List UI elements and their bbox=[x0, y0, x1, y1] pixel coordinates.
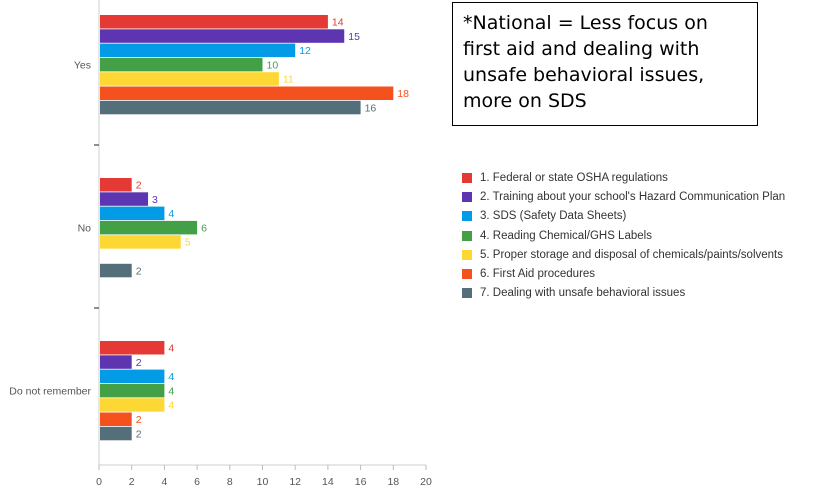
bar-yes-series-3 bbox=[100, 43, 296, 58]
data-label-do-not-remember-series-1: 4 bbox=[168, 343, 174, 355]
bar-yes-series-4 bbox=[100, 57, 263, 72]
chart-legend: 1. Federal or state OSHA regulations 2. T… bbox=[462, 168, 785, 303]
legend-label-4: 4. Reading Chemical/GHS Labels bbox=[480, 229, 652, 242]
data-label-no-series-7: 2 bbox=[136, 265, 142, 277]
legend-item-1: 1. Federal or state OSHA regulations bbox=[462, 168, 785, 187]
legend-item-4: 4. Reading Chemical/GHS Labels bbox=[462, 226, 785, 245]
legend-label-5: 5. Proper storage and disposal of chemic… bbox=[480, 248, 783, 261]
bar-yes-series-1 bbox=[100, 15, 328, 29]
bar-yes-series-6 bbox=[100, 86, 394, 100]
data-label-yes-series-7: 16 bbox=[365, 102, 377, 114]
bar-do-not-remember-series-1 bbox=[100, 341, 165, 355]
data-label-do-not-remember-series-4: 4 bbox=[168, 385, 174, 397]
legend-swatch-2 bbox=[462, 191, 472, 202]
legend-label-3: 3. SDS (Safety Data Sheets) bbox=[480, 210, 627, 223]
legend-swatch-5 bbox=[462, 249, 472, 260]
x-tick-label-6: 6 bbox=[194, 476, 200, 488]
data-label-no-series-3: 4 bbox=[168, 208, 174, 220]
data-label-no-series-4: 6 bbox=[201, 222, 207, 234]
bar-no-series-7 bbox=[100, 263, 132, 278]
data-label-no-series-5: 5 bbox=[185, 237, 191, 249]
x-tick-label-8: 8 bbox=[227, 476, 233, 488]
legend-swatch-6 bbox=[462, 269, 472, 280]
x-tick-label-14: 14 bbox=[322, 476, 334, 488]
bar-yes-series-2 bbox=[100, 29, 345, 43]
x-tick-label-2: 2 bbox=[129, 476, 135, 488]
bar-no-series-1 bbox=[100, 178, 132, 192]
legend-item-5: 5. Proper storage and disposal of chemic… bbox=[462, 245, 785, 264]
x-tick-label-16: 16 bbox=[355, 476, 367, 488]
legend-swatch-7 bbox=[462, 288, 472, 299]
national-note-box: *National = Less focus on first aid and … bbox=[452, 2, 758, 126]
legend-label-6: 6. First Aid procedures bbox=[480, 268, 596, 281]
legend-item-6: 6. First Aid procedures bbox=[462, 264, 785, 283]
data-label-yes-series-5: 11 bbox=[283, 74, 294, 86]
bar-no-series-3 bbox=[100, 206, 165, 221]
bar-yes-series-7 bbox=[100, 100, 361, 115]
legend-item-7: 7. Dealing with unsafe behavioral issues bbox=[462, 284, 785, 303]
data-label-do-not-remember-series-2: 2 bbox=[136, 357, 142, 369]
data-label-do-not-remember-series-5: 4 bbox=[168, 400, 174, 412]
data-label-yes-series-3: 12 bbox=[299, 45, 311, 57]
x-tick-label-12: 12 bbox=[289, 476, 301, 488]
legend-swatch-1 bbox=[462, 172, 472, 183]
bar-no-series-5 bbox=[100, 235, 181, 249]
data-label-no-series-1: 2 bbox=[136, 180, 142, 192]
data-label-do-not-remember-series-3: 4 bbox=[168, 371, 174, 383]
legend-label-2: 2. Training about your school's Hazard C… bbox=[480, 190, 786, 203]
legend-swatch-3 bbox=[462, 211, 472, 222]
legend-item-3: 3. SDS (Safety Data Sheets) bbox=[462, 207, 785, 226]
category-label-yes: Yes bbox=[74, 60, 91, 72]
bar-do-not-remember-series-6 bbox=[100, 412, 132, 426]
legend-swatch-4 bbox=[462, 230, 472, 241]
bar-no-series-4 bbox=[100, 220, 198, 235]
x-tick-label-0: 0 bbox=[96, 476, 102, 488]
category-label-do-not-remember: Do not remember bbox=[9, 386, 91, 398]
legend-label-7: 7. Dealing with unsafe behavioral issues bbox=[480, 287, 686, 300]
data-label-do-not-remember-series-6: 2 bbox=[136, 414, 142, 426]
bar-do-not-remember-series-5 bbox=[100, 398, 165, 412]
bar-yes-series-5 bbox=[100, 72, 279, 86]
legend-label-1: 1. Federal or state OSHA regulations bbox=[480, 171, 668, 184]
data-label-yes-series-6: 18 bbox=[397, 88, 409, 100]
x-tick-label-4: 4 bbox=[161, 476, 167, 488]
national-note-text: *National = Less focus on first aid and … bbox=[463, 12, 708, 112]
data-label-do-not-remember-series-7: 2 bbox=[136, 428, 142, 440]
bar-do-not-remember-series-4 bbox=[100, 383, 165, 398]
data-label-yes-series-2: 15 bbox=[348, 31, 360, 43]
x-tick-label-20: 20 bbox=[420, 476, 432, 488]
bar-do-not-remember-series-3 bbox=[100, 369, 165, 384]
x-tick-label-10: 10 bbox=[257, 476, 269, 488]
legend-item-2: 2. Training about your school's Hazard C… bbox=[462, 187, 785, 206]
bar-do-not-remember-series-7 bbox=[100, 426, 132, 441]
data-label-yes-series-1: 14 bbox=[332, 17, 344, 29]
data-label-no-series-2: 3 bbox=[152, 194, 158, 206]
x-tick-label-18: 18 bbox=[387, 476, 399, 488]
bar-do-not-remember-series-2 bbox=[100, 355, 132, 369]
data-label-yes-series-4: 10 bbox=[267, 59, 279, 71]
category-label-no: No bbox=[78, 223, 92, 235]
bar-no-series-2 bbox=[100, 192, 149, 206]
